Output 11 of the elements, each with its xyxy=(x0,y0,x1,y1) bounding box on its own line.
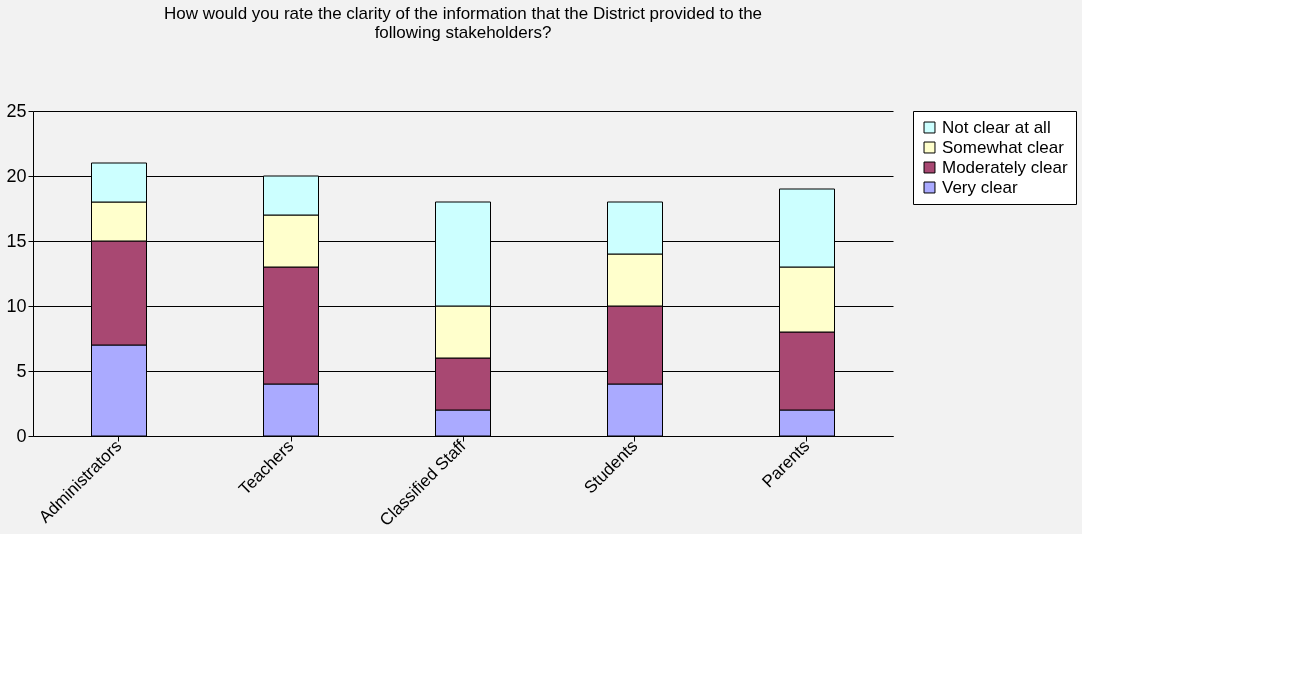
y-tick-label: 5 xyxy=(16,360,27,381)
y-tick-label: 25 xyxy=(6,100,27,121)
legend-label: Somewhat clear xyxy=(942,137,1065,157)
chart-title: How would you rate the clarity of the information that the District provided to the following stakeholders? xyxy=(163,4,763,42)
y-tick-label: 10 xyxy=(6,295,27,316)
y-tick-label: 15 xyxy=(6,230,27,251)
y-tick-label: 0 xyxy=(16,425,27,446)
legend-label: Moderately clear xyxy=(942,157,1068,177)
legend-label: Not clear at all xyxy=(942,117,1051,137)
legend-label: Very clear xyxy=(942,177,1018,197)
y-tick-label: 20 xyxy=(6,165,27,186)
